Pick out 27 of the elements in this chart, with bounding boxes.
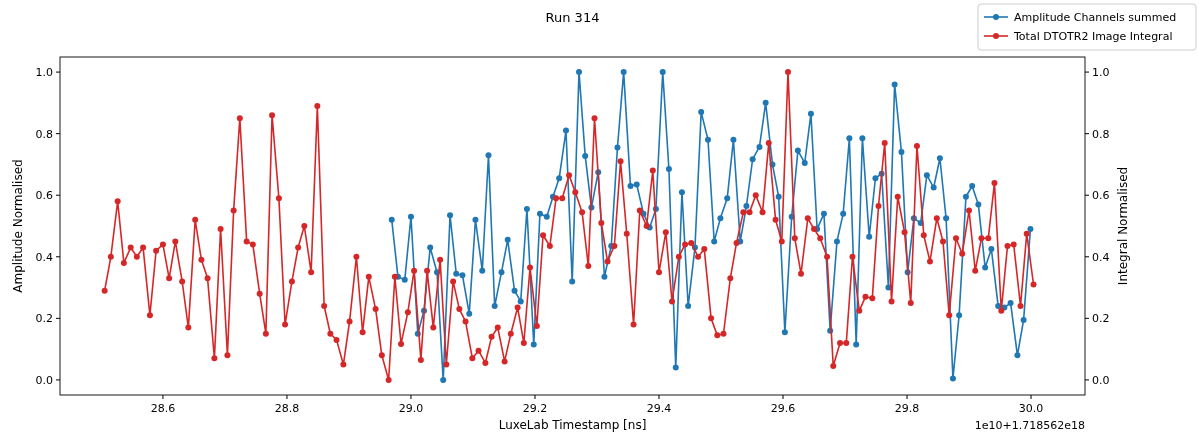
y2-axis-title: Integral Normalised bbox=[1116, 166, 1130, 286]
x-tick-label: 29.2 bbox=[522, 402, 548, 415]
legend-label: Total DTOTR2 Image Integral bbox=[1013, 29, 1173, 43]
y-tick-label: 0.4 bbox=[35, 250, 53, 264]
text: 1e10+1.718562e18 bbox=[974, 419, 1085, 432]
legend-label: Amplitude Channels summed bbox=[1014, 10, 1177, 24]
y-tick-label: 1.0 bbox=[35, 65, 53, 79]
y-axis-title: Amplitude Normalised bbox=[11, 159, 25, 293]
x-tick-label: 29.6 bbox=[770, 402, 796, 415]
x-tick-label: 30.0 bbox=[1018, 402, 1044, 415]
chart-title: Run 314 bbox=[545, 10, 600, 25]
x-tick-label: 29.0 bbox=[398, 402, 424, 415]
y2-tick-label: 0.6 bbox=[1092, 189, 1110, 203]
y-tick-label: 0.2 bbox=[35, 312, 53, 326]
y2-tick-label: 0.2 bbox=[1092, 312, 1110, 326]
x-tick-label: 28.8 bbox=[274, 402, 300, 415]
y2-tick-label: 0.4 bbox=[1092, 250, 1110, 264]
x-axis-title: LuxeLab Timestamp [ns] bbox=[498, 418, 647, 432]
x-tick-label: 28.6 bbox=[150, 402, 176, 415]
y-tick-label: 0.6 bbox=[35, 189, 53, 203]
y-tick-label: 0.0 bbox=[35, 373, 53, 387]
y2-tick-label: 0.0 bbox=[1092, 373, 1110, 387]
x-tick-label: 29.8 bbox=[894, 402, 920, 415]
y2-tick-label: 0.8 bbox=[1092, 127, 1110, 141]
x-tick-label: 29.4 bbox=[646, 402, 672, 415]
y-tick-label: 0.8 bbox=[35, 127, 53, 141]
y2-tick-label: 1.0 bbox=[1092, 65, 1110, 79]
